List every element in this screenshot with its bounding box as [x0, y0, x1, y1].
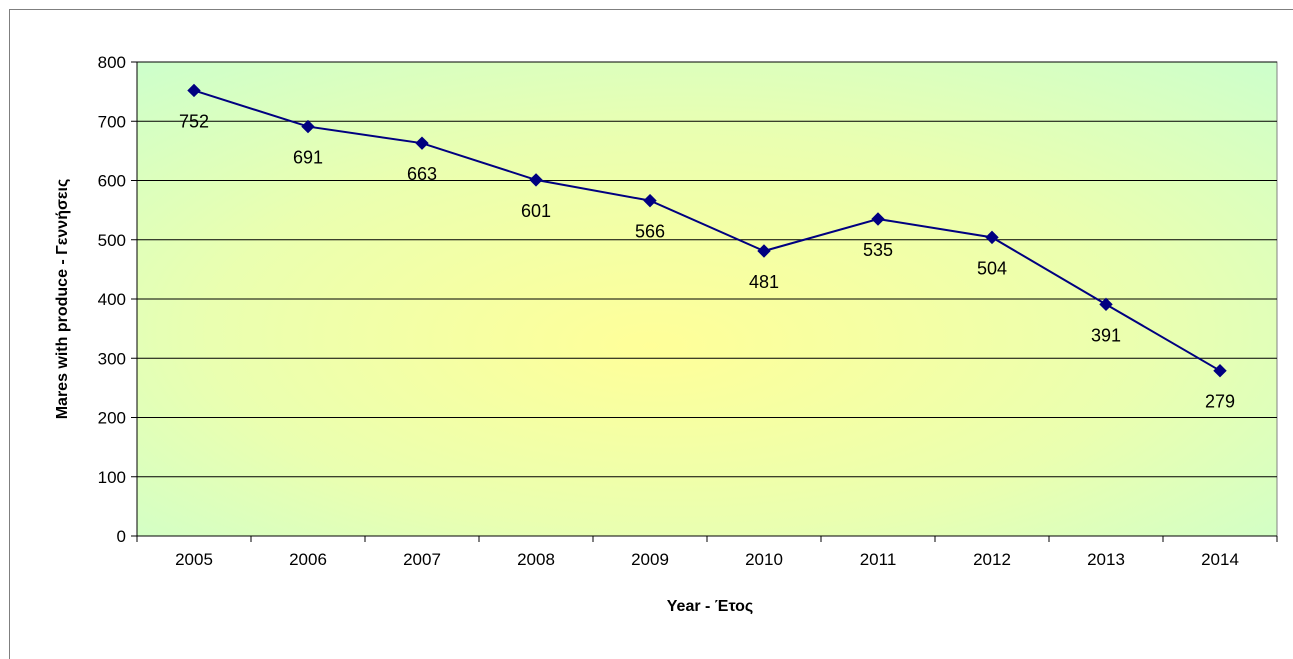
data-point	[757, 244, 771, 258]
y-tick-label: 500	[98, 231, 126, 250]
data-label: 601	[521, 201, 551, 221]
y-tick-label: 100	[98, 468, 126, 487]
data-label: 691	[293, 148, 323, 168]
data-label: 481	[749, 272, 779, 292]
y-tick-label: 200	[98, 409, 126, 428]
data-point	[1213, 363, 1227, 378]
data-point	[985, 230, 999, 245]
data-point	[301, 119, 315, 134]
series-path	[193, 89, 1221, 372]
y-tick-label: 300	[98, 349, 126, 368]
x-tick-label: 2013	[1087, 550, 1125, 569]
x-tick-label: 2009	[631, 550, 669, 569]
y-tick-label: 600	[98, 172, 126, 191]
data-point	[529, 173, 543, 187]
data-point	[415, 136, 429, 150]
y-axis-title: Mares with produce - Γεννήσεις	[54, 179, 71, 420]
data-label: 566	[635, 222, 665, 242]
x-tick-label: 2011	[860, 550, 897, 569]
data-label: 504	[977, 258, 1007, 278]
data-label: 663	[407, 164, 437, 184]
x-tick-label: 2008	[517, 550, 555, 569]
x-tick-label: 2010	[745, 550, 783, 569]
data-label: 279	[1205, 392, 1235, 412]
y-axis: 0 100 200 300 400 500 600 700 800	[98, 53, 138, 546]
series-line	[193, 89, 1221, 372]
data-point	[1099, 297, 1113, 312]
data-label: 752	[179, 111, 209, 131]
data-label: 391	[1091, 325, 1121, 345]
y-tick-label: 700	[98, 112, 126, 131]
data-point	[643, 193, 657, 208]
x-tick-label: 2007	[403, 550, 441, 569]
data-point	[871, 212, 885, 226]
y-tick-label: 400	[98, 290, 126, 309]
y-tick-label: 0	[117, 527, 126, 546]
data-markers	[187, 83, 1227, 378]
chart-frame	[9, 9, 1293, 659]
data-point	[187, 83, 201, 98]
grid-lines	[137, 61, 1277, 478]
x-tick-label: 2012	[973, 550, 1011, 569]
data-label: 535	[863, 240, 893, 260]
x-axis-title: Year - Έτος	[667, 598, 753, 615]
x-axis: 2005 2006 2007 2008 2009 2010 2011 2012 2013 2014	[136, 535, 1278, 569]
data-labels: 752 691 663 601 566 481 535 504 391 279	[179, 111, 1235, 411]
x-tick-label: 2005	[175, 550, 213, 569]
x-tick-label: 2006	[289, 550, 327, 569]
y-tick-label: 800	[98, 53, 126, 72]
x-tick-label: 2014	[1201, 550, 1239, 569]
